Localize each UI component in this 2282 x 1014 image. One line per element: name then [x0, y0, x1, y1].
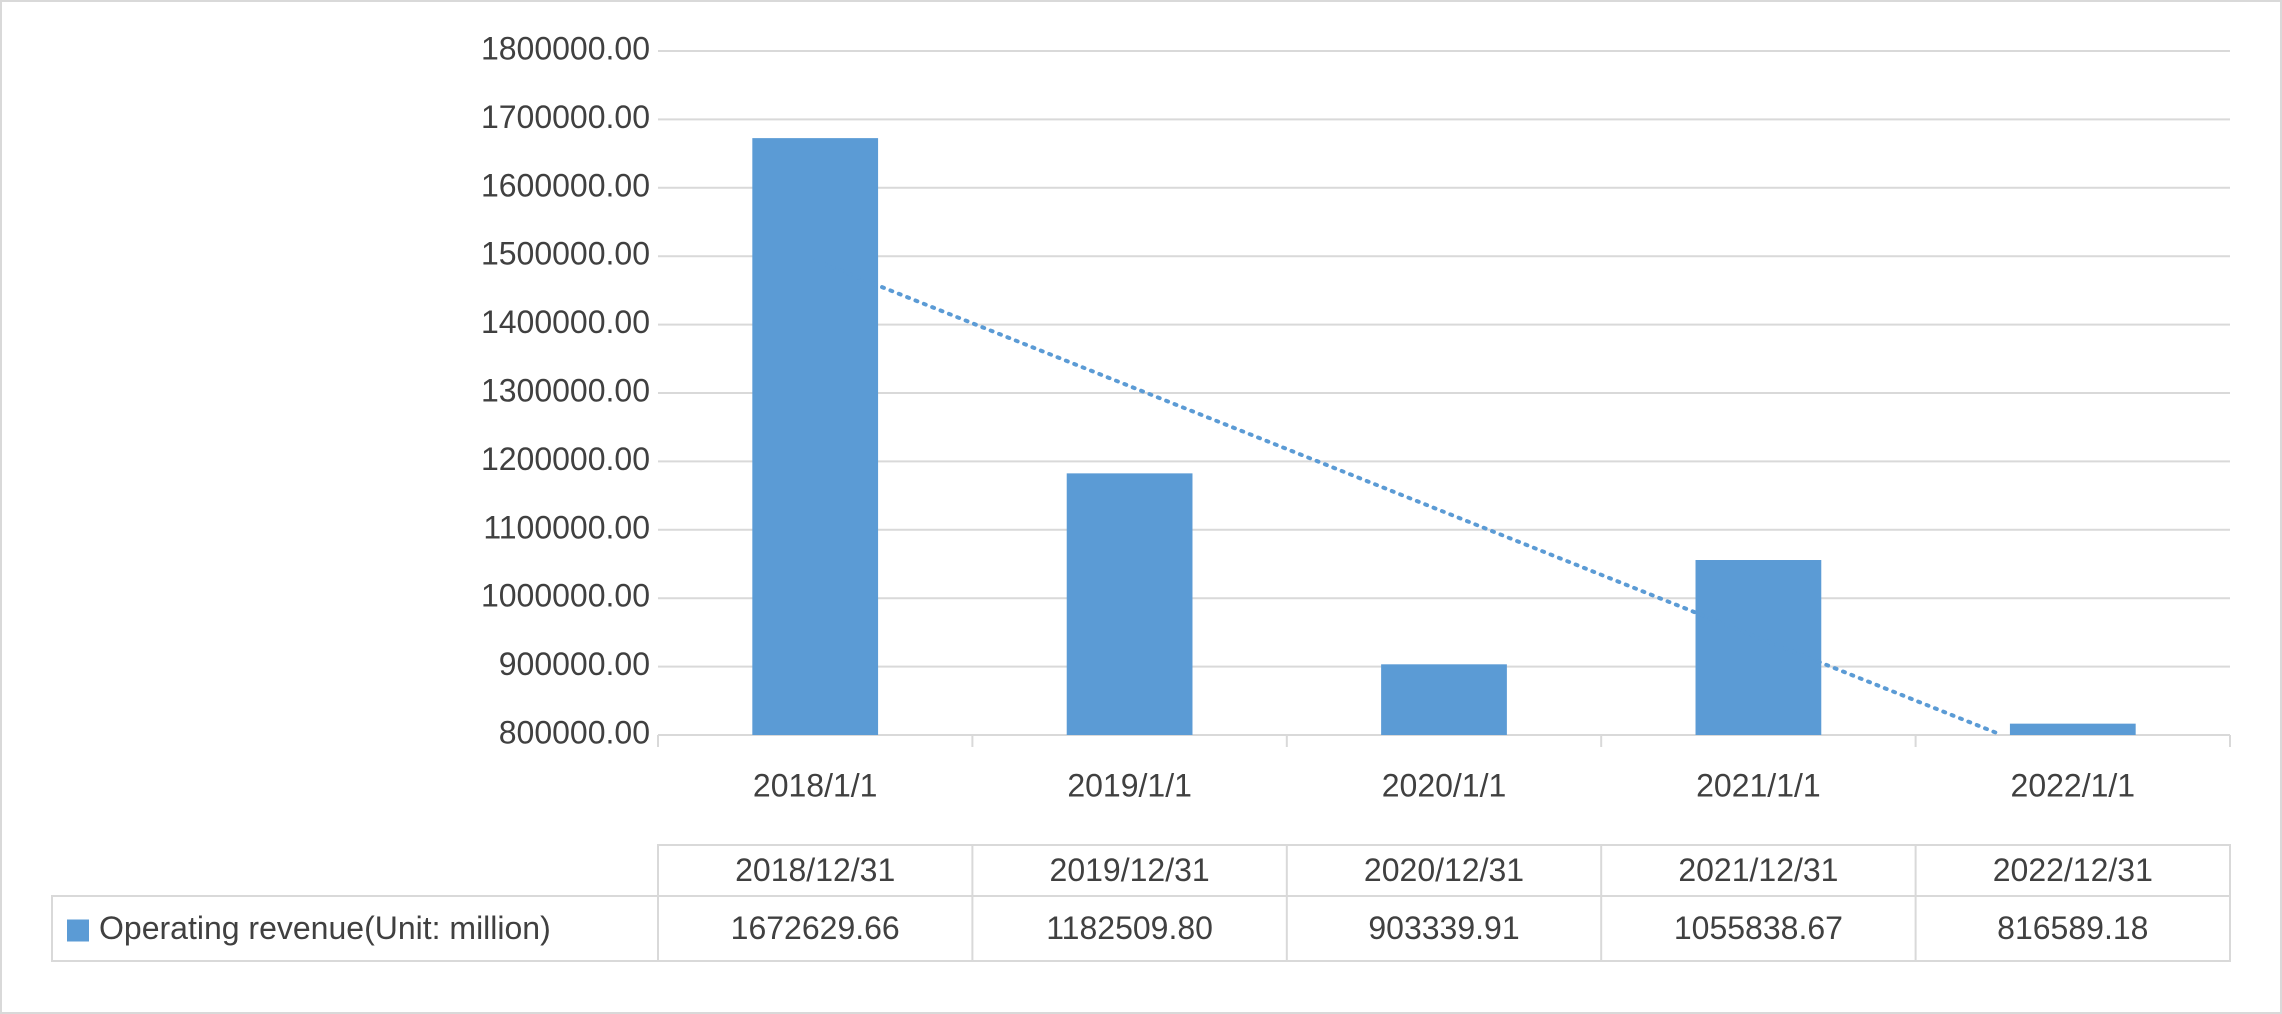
table-value: 1672629.66: [731, 910, 900, 946]
y-tick-label: 1700000.00: [481, 99, 650, 135]
table-value: 903339.91: [1368, 910, 1519, 946]
y-tick-label: 1200000.00: [481, 441, 650, 477]
x-tick-label: 2021/1/1: [1696, 767, 1821, 803]
bar: [1066, 473, 1193, 735]
table-header: 2019/12/31: [1050, 852, 1210, 888]
y-tick-label: 1500000.00: [481, 236, 650, 272]
bar: [1381, 664, 1507, 735]
table-header: 2021/12/31: [1678, 852, 1838, 888]
y-tick-label: 800000.00: [499, 714, 650, 750]
x-tick-label: 2018/1/1: [753, 767, 878, 803]
table-header: 2022/12/31: [1993, 852, 2153, 888]
bar: [752, 138, 879, 735]
y-tick-label: 900000.00: [499, 646, 650, 682]
table-value: 816589.18: [1997, 910, 2148, 946]
y-tick-label: 1000000.00: [481, 578, 650, 614]
table-header: 2018/12/31: [735, 852, 895, 888]
y-tick-label: 1400000.00: [481, 304, 650, 340]
x-tick-label: 2020/1/1: [1382, 767, 1507, 803]
table-value: 1055838.67: [1674, 910, 1843, 946]
legend-swatch: [67, 919, 89, 942]
bar: [1695, 560, 1822, 735]
table-value: 1182509.80: [1046, 910, 1213, 946]
x-tick-label: 2019/1/1: [1067, 767, 1192, 803]
y-tick-label: 1800000.00: [481, 30, 650, 66]
table-header: 2020/12/31: [1364, 852, 1524, 888]
y-tick-label: 1300000.00: [481, 372, 650, 408]
y-tick-label: 1100000.00: [483, 509, 650, 545]
y-tick-label: 1600000.00: [481, 167, 650, 203]
trend-line: [813, 258, 2004, 737]
legend-label: Operating revenue(Unit: million): [99, 910, 551, 946]
x-tick-label: 2022/1/1: [2011, 767, 2136, 803]
bar: [2009, 723, 2136, 735]
